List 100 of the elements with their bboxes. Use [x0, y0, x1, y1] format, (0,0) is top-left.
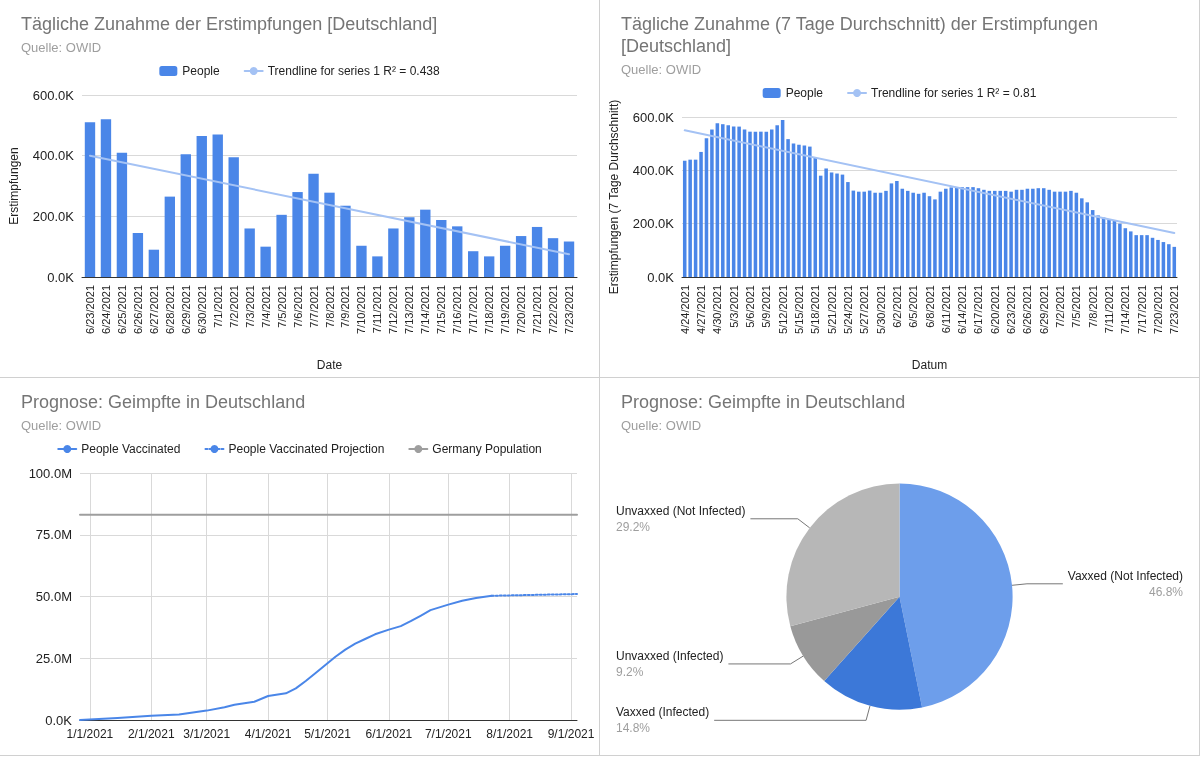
bar [292, 192, 303, 277]
bar [324, 192, 335, 277]
data-label: 29.2% [616, 519, 651, 534]
bar [1020, 189, 1024, 277]
x-tick-label: 4/27/2021 [695, 285, 708, 334]
x-tick-label: 7/12/2021 [387, 285, 400, 334]
bar [1118, 223, 1122, 277]
bar [1069, 190, 1073, 277]
bar [436, 219, 447, 277]
y-tick-label: 600.0K [32, 87, 75, 103]
bar [1009, 191, 1013, 277]
chart-subtitle: Quelle: OWID [21, 418, 102, 433]
x-tick-label: 7/6/2021 [291, 285, 304, 328]
x-tick-label: 6/25/2021 [115, 285, 128, 334]
x-tick-label: 7/11/2021 [1103, 285, 1116, 334]
x-tick-label: 6/20/2021 [988, 285, 1001, 334]
x-tick-label: 5/3/2021 [727, 285, 740, 328]
bar [164, 196, 176, 277]
legend-label: Trendline for series 1 R² = 0.81 [871, 86, 1037, 100]
x-tick-label: 6/14/2021 [956, 285, 969, 334]
x-tick-label: 6/11/2021 [939, 285, 952, 334]
x-tick-label: 5/27/2021 [858, 285, 871, 334]
bar [797, 144, 801, 277]
chart-subtitle: Quelle: OWID [621, 62, 702, 77]
bar [499, 245, 511, 277]
x-tick-label: 5/18/2021 [809, 285, 822, 334]
y-tick-label: 100.0M [28, 465, 72, 481]
x-tick-label: 6/27/2021 [147, 285, 160, 334]
x-tick-label: 3/1/2021 [183, 727, 231, 741]
y-axis-title: Erstimpfungen (7 Tage Durchschnitt) [607, 99, 621, 295]
slice-label: Unvaxxed (Infected) [616, 648, 724, 663]
bar [824, 168, 828, 277]
bar [933, 199, 937, 277]
x-tick-label: 7/22/2021 [547, 285, 560, 334]
chart-subtitle: Quelle: OWID [21, 40, 102, 55]
data-label: 14.8% [616, 721, 651, 736]
bar [1107, 219, 1111, 277]
x-tick-label: 7/23/2021 [1168, 285, 1181, 334]
bar [835, 173, 839, 277]
bar [356, 245, 367, 277]
bar [196, 135, 207, 277]
bar [1031, 188, 1035, 277]
bar [688, 159, 692, 277]
x-tick-label: 7/3/2021 [243, 285, 256, 328]
bar [116, 152, 128, 277]
bar [276, 214, 287, 277]
x-tick-label: 5/12/2021 [776, 285, 789, 334]
data-label: 9.2% [616, 664, 644, 679]
x-tick-label: 7/1/2021 [211, 285, 224, 328]
x-tick-label: 7/18/2021 [483, 285, 496, 334]
bar [884, 190, 888, 277]
bar [468, 251, 479, 277]
bar [895, 181, 899, 277]
x-tick-label: 7/14/2021 [419, 285, 432, 334]
slice-label: Vaxxed (Not Infected) [1067, 568, 1183, 583]
x-tick-label: 7/7/2021 [307, 285, 320, 328]
legend-label: Trendline for series 1 R² = 0.438 [267, 64, 440, 78]
x-tick-label: 6/26/2021 [131, 285, 144, 334]
x-tick-label: 7/14/2021 [1119, 285, 1132, 334]
bar [737, 126, 741, 277]
chart-title: Tägliche Zunahme (7 Tage Durchschnitt) der Erstimpfungen [Deutschland] [621, 14, 1103, 56]
chart-title: Tägliche Zunahme der Erstimpfungen [Deutschland] [21, 14, 438, 34]
x-tick-label: 6/29/2021 [1037, 285, 1050, 334]
y-tick-label: 0.0K [647, 269, 675, 285]
bar [759, 131, 763, 277]
x-tick-label: 6/17/2021 [972, 285, 985, 334]
x-tick-label: 7/13/2021 [403, 285, 416, 334]
x-tick-label: 7/20/2021 [515, 285, 528, 334]
legend-label: People [785, 86, 824, 100]
x-tick-label: 4/1/2021 [244, 727, 292, 741]
y-axis-title: Erstimpfungen [7, 147, 21, 225]
x-tick-label: 8/1/2021 [486, 727, 534, 741]
x-tick-label: 7/11/2021 [371, 285, 384, 334]
bar [748, 131, 752, 277]
bar [808, 146, 812, 277]
bar [308, 173, 319, 277]
bar [84, 122, 96, 277]
slice-label: Vaxxed (Infected) [616, 705, 710, 720]
bar [710, 129, 714, 277]
bar [148, 249, 160, 277]
bar [1156, 239, 1160, 277]
x-tick-label: 5/9/2021 [760, 285, 773, 328]
slice-label: Unvaxxed (Not Infected) [616, 503, 746, 518]
y-tick-label: 600.0K [632, 109, 675, 125]
x-axis-title: Date [316, 358, 343, 372]
x-tick-label: 7/17/2021 [467, 285, 480, 334]
x-tick-label: 7/5/2021 [1070, 285, 1083, 328]
x-tick-label: 7/20/2021 [1151, 285, 1164, 334]
y-tick-label: 400.0K [632, 162, 675, 178]
x-tick-label: 7/9/2021 [339, 285, 352, 328]
x-tick-label: 6/2/2021 [890, 285, 903, 328]
x-tick-label: 6/1/2021 [365, 727, 413, 741]
x-tick-label: 1/1/2021 [66, 727, 114, 741]
x-tick-label: 5/21/2021 [825, 285, 838, 334]
x-tick-label: 5/15/2021 [792, 285, 805, 334]
bar [452, 226, 463, 277]
legend-label: Germany Population [432, 442, 542, 456]
x-tick-label: 7/16/2021 [451, 285, 464, 334]
bar [531, 226, 543, 277]
x-tick-label: 6/8/2021 [923, 285, 936, 328]
